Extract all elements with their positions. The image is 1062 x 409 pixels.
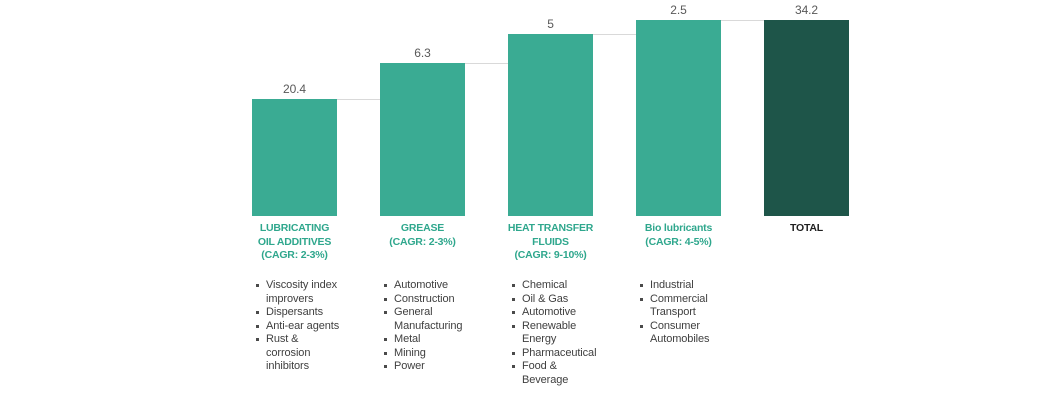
bullet-item: Pharmaceutical <box>511 347 631 361</box>
bullet-item: Viscosity index improvers <box>255 279 375 306</box>
bullet-item: Commercial Transport <box>639 293 759 320</box>
bullet-item: Food & Beverage <box>511 360 631 387</box>
bullet-item: Anti-ear agents <box>255 320 375 334</box>
value-label-grease: 6.3 <box>414 45 431 60</box>
bullet-item: Industrial <box>639 279 759 293</box>
bullet-item: Dispersants <box>255 306 375 320</box>
bullet-item: Power <box>383 360 503 374</box>
value-label-lubricating-oil-additives: 20.4 <box>283 82 306 97</box>
bullet-item: Construction <box>383 293 503 307</box>
bullet-item: Automotive <box>511 306 631 320</box>
category-label-grease: GREASE (CAGR: 2-3%) <box>389 222 456 248</box>
bullet-item: Oil & Gas <box>511 293 631 307</box>
bullet-item: Consumer Automobiles <box>639 320 759 347</box>
bar-lubricating-oil-additives <box>252 99 337 216</box>
bullet-list-heat-transfer-fluids: Chemical Oil & Gas Automotive Renewable Ene… <box>511 279 631 387</box>
bullet-item: Automotive <box>383 279 503 293</box>
bullet-item: Renewable Energy <box>511 320 631 347</box>
value-label-heat-transfer-fluids: 5 <box>547 17 554 32</box>
connector-line <box>721 20 764 21</box>
category-label-heat-transfer-fluids: HEAT TRANSFER FLUIDS (CAGR: 9-10%) <box>507 222 594 261</box>
bullet-list-bio-lubricants: Industrial Commercial Transport Consumer A… <box>639 279 759 347</box>
bar-grease <box>380 62 465 216</box>
value-label-total: 34.2 <box>795 3 818 17</box>
bar-total <box>764 20 849 216</box>
value-label-bio-lubricants: 2.5 <box>670 3 687 17</box>
bar-bio-lubricants <box>636 20 721 216</box>
bullet-list-lubricating-oil-additives: Viscosity index improvers Dispersants Anti… <box>255 279 375 374</box>
bullet-item: Mining <box>383 347 503 361</box>
category-label-lubricating-oil-additives: LUBRICATING OIL ADDITIVES (CAGR: 2-3%) <box>257 222 332 261</box>
bullet-item: General Manufacturing <box>383 306 503 333</box>
bullet-item: Rust & corrosion inhibitors <box>255 333 375 374</box>
connector-line <box>593 34 636 36</box>
connector-line <box>337 99 380 101</box>
category-label-bio-lubricants: Bio lubricants (CAGR: 4-5%) <box>644 222 713 248</box>
connector-line <box>465 62 508 64</box>
bullet-list-grease: Automotive Construction General Manufactur… <box>383 279 503 374</box>
bullet-item: Metal <box>383 333 503 347</box>
bar-heat-transfer-fluids <box>508 34 593 216</box>
category-label-total: TOTAL <box>789 222 824 234</box>
bullet-item: Chemical <box>511 279 631 293</box>
